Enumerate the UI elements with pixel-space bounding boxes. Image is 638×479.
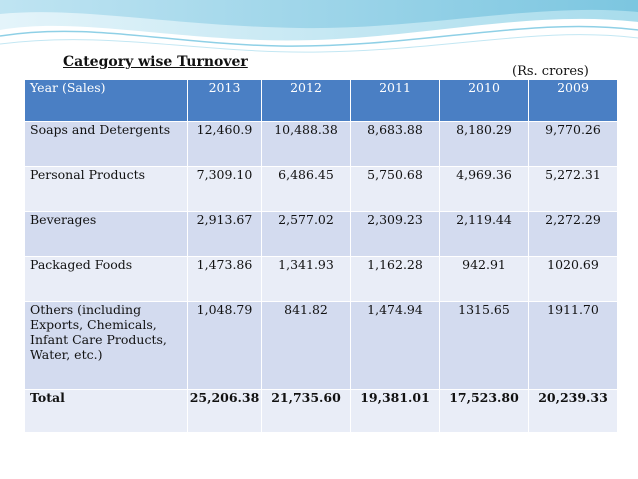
table-cell: 2,119.44 [439,211,529,257]
table-cell: 20,239.33 [528,389,618,433]
table-cell: 2,309.23 [350,211,440,257]
table-cell: 1315.65 [439,301,529,390]
header-cell: 2012 [261,79,351,122]
table-row: Beverages 2,913.67 2,577.02 2,309.23 2,1… [24,211,618,257]
table-cell: 7,309.10 [187,166,262,212]
header-cell: 2011 [350,79,440,122]
table-cell: 2,913.67 [187,211,262,257]
table-cell: 8,180.29 [439,121,529,167]
table-row: Personal Products 7,309.10 6,486.45 5,75… [24,166,618,212]
table-cell: 6,486.45 [261,166,351,212]
turnover-table: Year (Sales) 2013 2012 2011 2010 2009 So… [24,79,618,433]
table-cell: 1020.69 [528,256,618,302]
table-cell: 19,381.01 [350,389,440,433]
row-label: Personal Products [24,166,188,212]
table-cell: 1,474.94 [350,301,440,390]
row-label: Total [24,389,188,433]
row-label: Beverages [24,211,188,257]
row-label: Others (including Exports, Chemicals, In… [24,301,188,390]
table-cell: 1,341.93 [261,256,351,302]
units-note: (Rs. crores) [512,64,589,79]
table-cell: 25,206.38 [187,389,262,433]
table-cell: 1,162.28 [350,256,440,302]
table-cell: 2,272.29 [528,211,618,257]
header-wave-decoration [0,0,638,53]
table-row: Soaps and Detergents 12,460.9 10,488.38 … [24,121,618,167]
table-cell: 5,272.31 [528,166,618,212]
table-cell: 10,488.38 [261,121,351,167]
table-row: Others (including Exports, Chemicals, In… [24,301,618,390]
table-cell: 841.82 [261,301,351,390]
header-cell: 2010 [439,79,529,122]
table-cell: 8,683.88 [350,121,440,167]
table-cell: 1,048.79 [187,301,262,390]
row-label: Soaps and Detergents [24,121,188,167]
table-cell: 4,969.36 [439,166,529,212]
table-cell: 942.91 [439,256,529,302]
table-row: Packaged Foods 1,473.86 1,341.93 1,162.2… [24,256,618,302]
table-cell: 5,750.68 [350,166,440,212]
table-cell: 9,770.26 [528,121,618,167]
table-cell: 1,473.86 [187,256,262,302]
table-cell: 2,577.02 [261,211,351,257]
row-label: Packaged Foods [24,256,188,302]
table-cell: 21,735.60 [261,389,351,433]
header-cell: Year (Sales) [24,79,188,122]
table-cell: 17,523.80 [439,389,529,433]
table-cell: 1911.70 [528,301,618,390]
header-cell: 2009 [528,79,618,122]
header-cell: 2013 [187,79,262,122]
slide-title: Category wise Turnover [63,54,248,70]
total-row: Total 25,206.38 21,735.60 19,381.01 17,5… [24,389,618,433]
header-row: Year (Sales) 2013 2012 2011 2010 2009 [24,79,618,122]
table-cell: 12,460.9 [187,121,262,167]
